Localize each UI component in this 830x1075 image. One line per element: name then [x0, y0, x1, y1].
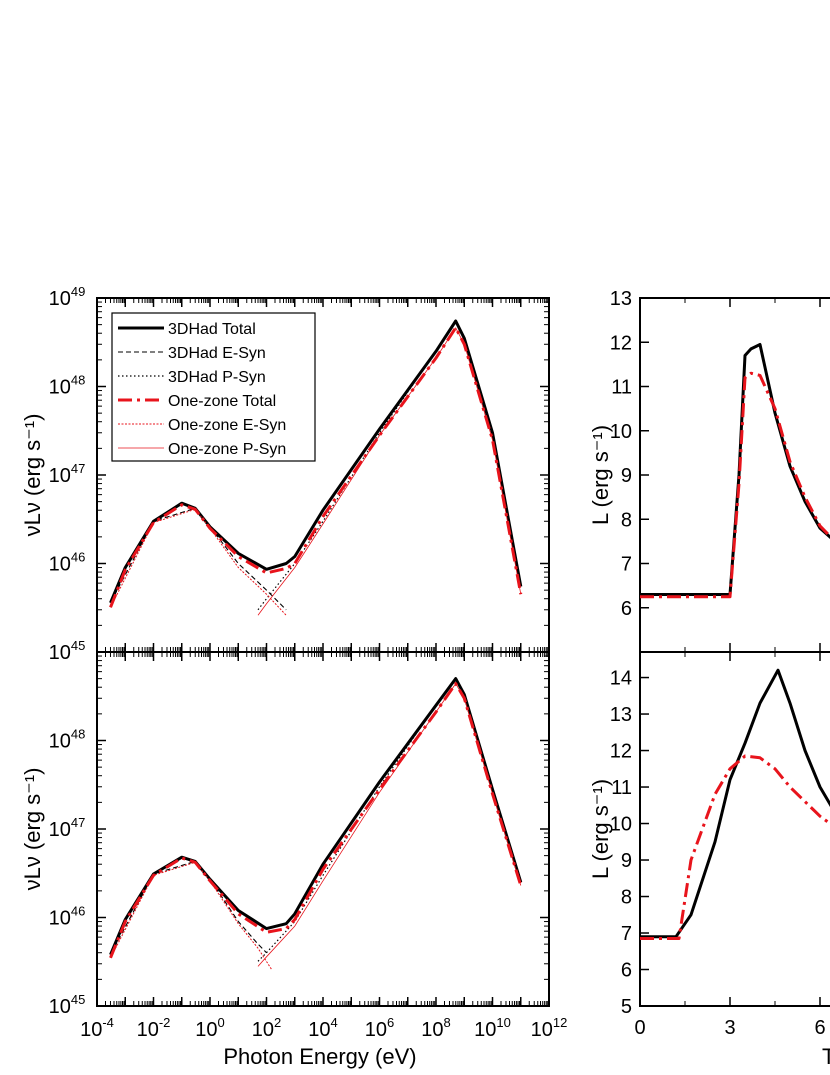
series-line-one-zone-p-syn [257, 327, 522, 616]
y-tick-label: 1045 [49, 638, 86, 664]
sed-x-axis-title: Photon Energy (eV) [223, 1044, 416, 1069]
y-tick-label: 7 [621, 554, 632, 576]
y-tick-label: 13 [610, 288, 632, 310]
series-line-one-zone-p-syn [257, 683, 522, 967]
lc-top-frame [639, 297, 830, 653]
x-tick-label: 10-4 [80, 1015, 114, 1041]
y-tick-label: 10 [610, 421, 632, 443]
x-tick-label: 10-2 [137, 1015, 171, 1041]
legend-label-3dhad-total: 3DHad Total [168, 321, 256, 338]
lc-bottom-frame [639, 651, 830, 1007]
x-tick-label: 102 [252, 1015, 281, 1041]
series-line-3dhad-total [640, 343, 830, 596]
y-tick-label: 11 [611, 377, 632, 399]
lc-x-axis-title: T [822, 1044, 830, 1069]
sed-bottom-frame [96, 651, 550, 1007]
y-tick-label: 1048 [49, 373, 86, 399]
series-line-3dhad-total [109, 677, 523, 956]
lightcurve-top-panel: 6 7 8 9 10 11 12 13 [610, 288, 830, 653]
y-tick-label: 13 [610, 704, 632, 726]
y-tick-label: 9 [621, 465, 632, 487]
x-tick-label: 104 [308, 1015, 337, 1041]
x-tick-label: 106 [365, 1015, 394, 1041]
series-line-one-zone-total [640, 371, 830, 599]
series-line-one-zone-e-syn [110, 861, 272, 970]
x-tick-label: 3 [724, 1017, 735, 1039]
legend-label-onezone-psyn: One-zone P-Syn [168, 441, 286, 458]
y-tick-label: 8 [621, 509, 632, 531]
legend-label-3dhad-psyn: 3DHad P-Syn [168, 369, 266, 386]
y-tick-label: 12 [610, 741, 632, 763]
lc-bottom-series-group [640, 668, 830, 940]
series-line-one-zone-total [640, 754, 830, 940]
lightcurve-bottom-panel: 0 3 6 5 6 7 8 9 10 11 12 13 14 [610, 651, 830, 1039]
x-tick-label: 1010 [474, 1015, 511, 1041]
y-tick-label: 1047 [49, 461, 86, 487]
legend-label-onezone-total: One-zone Total [168, 393, 276, 410]
sed-bottom-series-group [109, 677, 523, 970]
legend-box [111, 312, 316, 462]
y-tick-label: 1047 [49, 815, 86, 841]
sed-top-series-group [109, 319, 523, 616]
y-tick-label: 9 [621, 850, 632, 872]
y-tick-label: 1046 [49, 904, 86, 930]
legend-label-3dhad-esyn: 3DHad E-Syn [168, 345, 266, 362]
y-tick-label: 8 [621, 887, 632, 909]
series-line-3dhad-e-syn [110, 507, 287, 611]
lc-top-y-axis-title: L (erg s⁻¹) [588, 425, 613, 525]
series-line-3dhad-total [640, 668, 830, 939]
x-tick-label: 100 [195, 1015, 224, 1041]
y-tick-label: 5 [621, 996, 632, 1018]
y-tick-label: 7 [621, 923, 632, 945]
y-tick-label: 1048 [49, 727, 86, 753]
x-tick-label: 6 [814, 1017, 825, 1039]
x-tick-label: 108 [421, 1015, 450, 1041]
legend-label-onezone-esyn: One-zone E-Syn [168, 417, 286, 434]
y-tick-label: 1045 [49, 992, 86, 1018]
legend: 3DHad Total 3DHad E-Syn 3DHad P-Syn One-zon… [111, 312, 316, 462]
sed-bottom-panel: 10-4 10-2 100 102 104 106 108 1010 1012 1045 1046 1… [49, 651, 568, 1041]
series-line-one-zone-total [109, 682, 523, 959]
y-tick-label: 14 [610, 668, 632, 690]
y-tick-label: 12 [610, 332, 632, 354]
lc-top-series-group [640, 343, 830, 599]
y-tick-label: 11 [611, 777, 632, 799]
series-line-one-zone-e-syn [110, 508, 287, 616]
y-tick-label: 1046 [49, 550, 86, 576]
lc-bottom-y-axis-title: L (erg s⁻¹) [588, 779, 613, 879]
y-tick-label: 10 [610, 814, 632, 836]
sed-top-y-axis-title: νLν (erg s⁻¹) [20, 414, 45, 537]
y-tick-label: 6 [621, 598, 632, 620]
x-tick-label: 1012 [531, 1015, 568, 1041]
y-tick-label: 1049 [49, 284, 86, 310]
x-tick-label: 0 [634, 1017, 645, 1039]
series-line-3dhad-p-syn [257, 677, 522, 962]
sed-bottom-y-axis-title: νLν (erg s⁻¹) [20, 768, 45, 891]
series-line-3dhad-p-syn [257, 320, 522, 611]
y-tick-label: 6 [621, 960, 632, 982]
